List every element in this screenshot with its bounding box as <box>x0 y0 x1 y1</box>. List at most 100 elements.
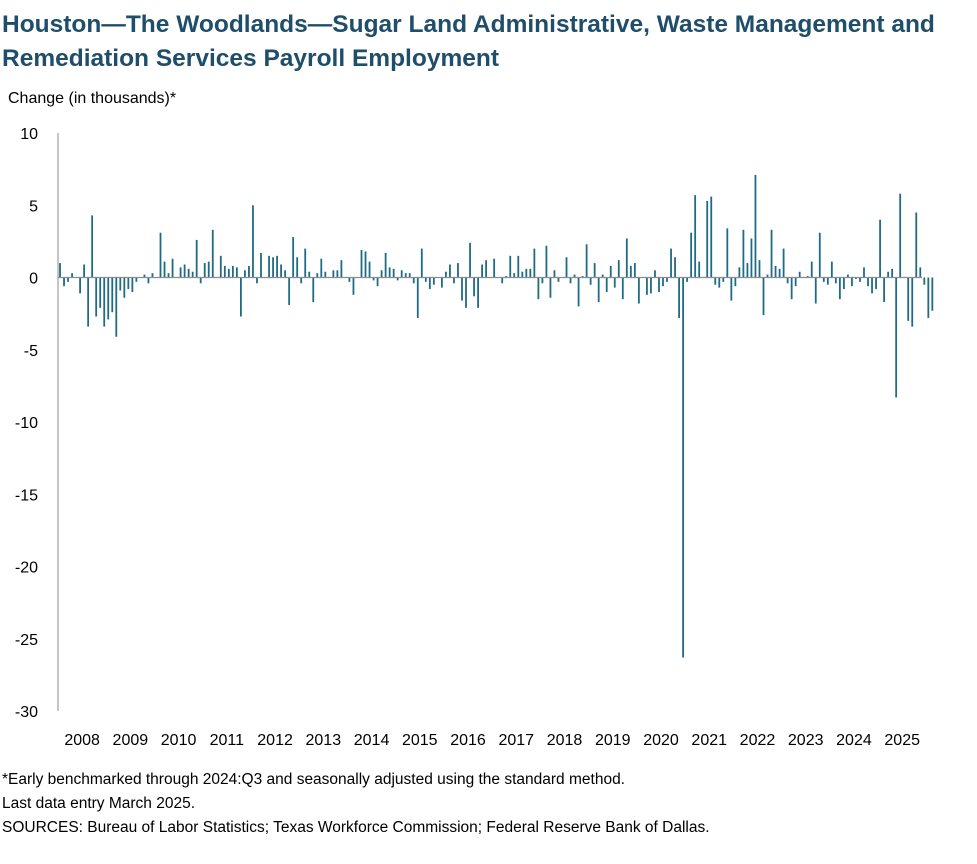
bar <box>408 273 411 278</box>
bar <box>392 268 395 278</box>
bar <box>505 276 508 278</box>
bar <box>646 277 648 295</box>
bar <box>119 277 122 291</box>
bar <box>352 277 355 295</box>
y-tick-label: -20 <box>15 560 38 577</box>
bar <box>324 271 327 278</box>
bar <box>710 196 713 278</box>
bar <box>316 273 319 278</box>
bar <box>151 273 154 278</box>
bar <box>830 261 833 278</box>
bar <box>625 238 628 278</box>
bar <box>859 277 861 282</box>
bar <box>617 260 620 278</box>
bar <box>782 248 785 278</box>
bar <box>404 273 407 278</box>
bar <box>899 193 902 278</box>
y-tick-labels: 10 5 0 -5 -10 -15 -20 -25 -30 <box>15 126 38 721</box>
bar <box>891 268 894 278</box>
y-tick-label: 10 <box>20 126 38 143</box>
footnotes: *Early benchmarked through 2024:Q3 and s… <box>2 768 710 840</box>
x-tick-label: 2020 <box>643 732 679 749</box>
bar <box>99 277 102 308</box>
bar <box>380 270 383 278</box>
bar <box>907 277 910 321</box>
bar <box>609 265 612 278</box>
bar <box>280 264 282 278</box>
bar <box>790 277 793 300</box>
bar <box>115 277 118 337</box>
bar <box>698 261 701 278</box>
y-tick-label: -5 <box>24 343 38 360</box>
footnote-benchmark: *Early benchmarked through 2024:Q3 and s… <box>2 771 625 788</box>
bar <box>473 277 475 297</box>
bar <box>187 268 190 278</box>
bar <box>585 244 588 278</box>
bar <box>284 270 287 278</box>
bar <box>340 260 343 278</box>
bar <box>276 255 278 278</box>
x-tick-label: 2010 <box>161 732 197 749</box>
bar <box>312 277 315 303</box>
bar <box>396 277 399 281</box>
bar <box>541 277 544 284</box>
bar <box>730 277 733 301</box>
chart-title: Houston—The Woodlands—Sugar Land Adminis… <box>2 11 935 72</box>
bar <box>304 248 307 278</box>
bar <box>388 267 391 278</box>
bar <box>244 270 246 278</box>
bar <box>252 205 254 278</box>
bar <box>67 277 69 282</box>
bar <box>360 250 363 278</box>
bar <box>549 277 552 298</box>
bar <box>822 277 825 282</box>
bar <box>871 277 873 294</box>
bar <box>231 265 234 278</box>
bar <box>778 268 781 278</box>
bar <box>565 257 568 278</box>
bar <box>95 277 98 317</box>
bar <box>171 258 174 278</box>
x-tick-labels: 2008 2009 2010 2011 2012 2013 2014 2015 2016 2017… <box>64 732 920 749</box>
bar <box>83 264 86 278</box>
bar <box>766 274 769 278</box>
x-tick-label: 2009 <box>113 732 149 749</box>
bar <box>219 255 222 278</box>
bar <box>457 263 459 278</box>
bar <box>477 277 479 308</box>
bar <box>513 273 516 278</box>
bar <box>690 232 693 278</box>
bar <box>445 271 447 278</box>
bar <box>855 277 857 279</box>
x-tick-label: 2025 <box>884 732 920 749</box>
bar <box>469 242 471 278</box>
bar <box>742 229 745 278</box>
x-tick-label: 2023 <box>788 732 824 749</box>
bar <box>111 277 114 313</box>
x-tick-label: 2016 <box>450 732 486 749</box>
bar <box>694 195 697 278</box>
bar <box>670 248 672 278</box>
bar <box>195 239 198 278</box>
bar <box>895 277 898 398</box>
bar <box>63 277 65 287</box>
bar <box>569 277 572 284</box>
bar <box>597 277 600 303</box>
bar <box>240 277 242 317</box>
bar <box>449 264 451 278</box>
bar <box>59 263 61 278</box>
bar <box>235 267 238 278</box>
bar <box>678 277 680 318</box>
bar <box>461 277 463 301</box>
y-tick-label: 0 <box>29 271 38 288</box>
bar <box>770 229 773 278</box>
bar <box>714 277 717 285</box>
bar <box>593 263 596 278</box>
bar <box>493 258 496 278</box>
bar <box>867 277 869 287</box>
bar <box>223 265 226 278</box>
bar <box>654 270 656 278</box>
bar <box>509 255 512 278</box>
bar <box>147 277 150 284</box>
bar <box>826 277 829 285</box>
